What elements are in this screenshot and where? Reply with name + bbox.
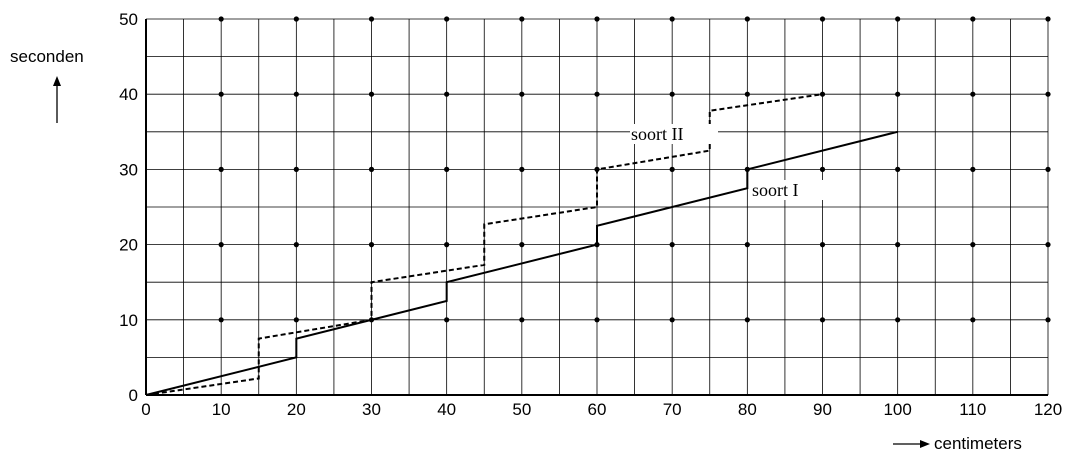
grid-dot (970, 91, 976, 97)
x-axis-arrow-head (920, 440, 930, 448)
grid-dot (519, 16, 525, 22)
grid-dot (368, 166, 375, 172)
grid-dot (594, 91, 600, 97)
y-tick-label: 10 (119, 311, 138, 330)
grid-dot (293, 91, 299, 97)
x-tick-label: 10 (212, 400, 231, 419)
grid-dot (970, 242, 976, 248)
grid-dot (669, 317, 675, 323)
grid-dot (368, 242, 375, 248)
grid-dot (218, 242, 224, 248)
grid-dot (594, 16, 600, 22)
grid-dot (669, 242, 675, 248)
grid-dot (669, 16, 675, 22)
x-tick-label: 100 (883, 400, 911, 419)
x-tick-label: 60 (588, 400, 607, 419)
grid-dot (519, 166, 525, 172)
grid-dot (895, 166, 901, 172)
x-tick-label: 30 (362, 400, 381, 419)
y-axis-arrow-head (53, 76, 61, 86)
grid-dot (368, 16, 375, 22)
grid-dot (895, 317, 901, 323)
series-label-soort-ii: soort II (631, 124, 684, 144)
grid-dot (218, 16, 224, 22)
y-tick-labels: 0 10 20 30 40 50 (119, 10, 138, 405)
grid-dot (744, 242, 750, 248)
x-tick-label: 80 (738, 400, 757, 419)
x-tick-label: 20 (287, 400, 306, 419)
y-tick-label: 40 (119, 85, 138, 104)
grid-dot (669, 166, 675, 172)
grid-dot (368, 91, 375, 97)
grid-dot (218, 317, 224, 323)
grid-dot (444, 16, 450, 22)
grid-dot (444, 166, 450, 172)
x-tick-label: 70 (663, 400, 682, 419)
grid-dot (819, 166, 826, 172)
grid-dot (970, 317, 976, 323)
y-tick-label: 50 (119, 10, 138, 29)
grid-dot (519, 242, 525, 248)
grid-dot (293, 16, 299, 22)
x-tick-label: 120 (1034, 400, 1062, 419)
grid-dot (519, 91, 525, 97)
grid-dot (1045, 242, 1051, 248)
grid-dot (1045, 91, 1051, 97)
x-tick-labels: 0 10 20 30 40 50 60 70 80 90 100 110 120 (141, 400, 1062, 419)
grid-dot (819, 317, 826, 323)
series-label-soort-i: soort I (752, 180, 799, 200)
grid-dot (218, 91, 224, 97)
grid-dot (293, 242, 299, 248)
grid-dot (218, 166, 224, 172)
series-label-background (630, 124, 718, 144)
grid-dot (744, 91, 750, 97)
grid-dot (1045, 166, 1051, 172)
grid-dot (970, 166, 976, 172)
grid-dot (444, 317, 450, 323)
y-tick-label: 0 (129, 386, 138, 405)
series-line-soort-ii (145, 93, 823, 396)
series-lines (145, 93, 898, 396)
grid-dot (519, 317, 525, 323)
grid-dot (744, 317, 750, 323)
grid-dot (895, 16, 901, 22)
series-label-background (750, 180, 828, 200)
x-tick-label: 90 (813, 400, 832, 419)
grid-dot (819, 242, 826, 248)
y-tick-label: 30 (119, 160, 138, 179)
grid-dot (895, 91, 901, 97)
grid-dot (1045, 317, 1051, 323)
x-axis-label: centimeters (934, 434, 1022, 450)
grid-dot (293, 317, 299, 323)
grid (145, 18, 1049, 396)
y-axis-label: seconden (10, 47, 84, 66)
grid-dot (669, 91, 675, 97)
x-tick-label: 40 (437, 400, 456, 419)
grid-dot (293, 166, 299, 172)
x-tick-label: 0 (141, 400, 150, 419)
x-tick-label: 110 (959, 400, 986, 419)
grid-dot (444, 242, 450, 248)
grid-dot (895, 242, 901, 248)
grid-dot (444, 91, 450, 97)
axes (145, 19, 1048, 396)
grid-dot (970, 16, 976, 22)
series-line-soort-i (145, 130, 898, 396)
grid-dot (819, 16, 826, 22)
grid-dots (218, 16, 1051, 323)
y-tick-label: 20 (119, 236, 138, 255)
grid-dot (744, 16, 750, 22)
x-tick-label: 50 (512, 400, 531, 419)
grid-dot (1045, 16, 1051, 22)
grid-dot (594, 317, 600, 323)
